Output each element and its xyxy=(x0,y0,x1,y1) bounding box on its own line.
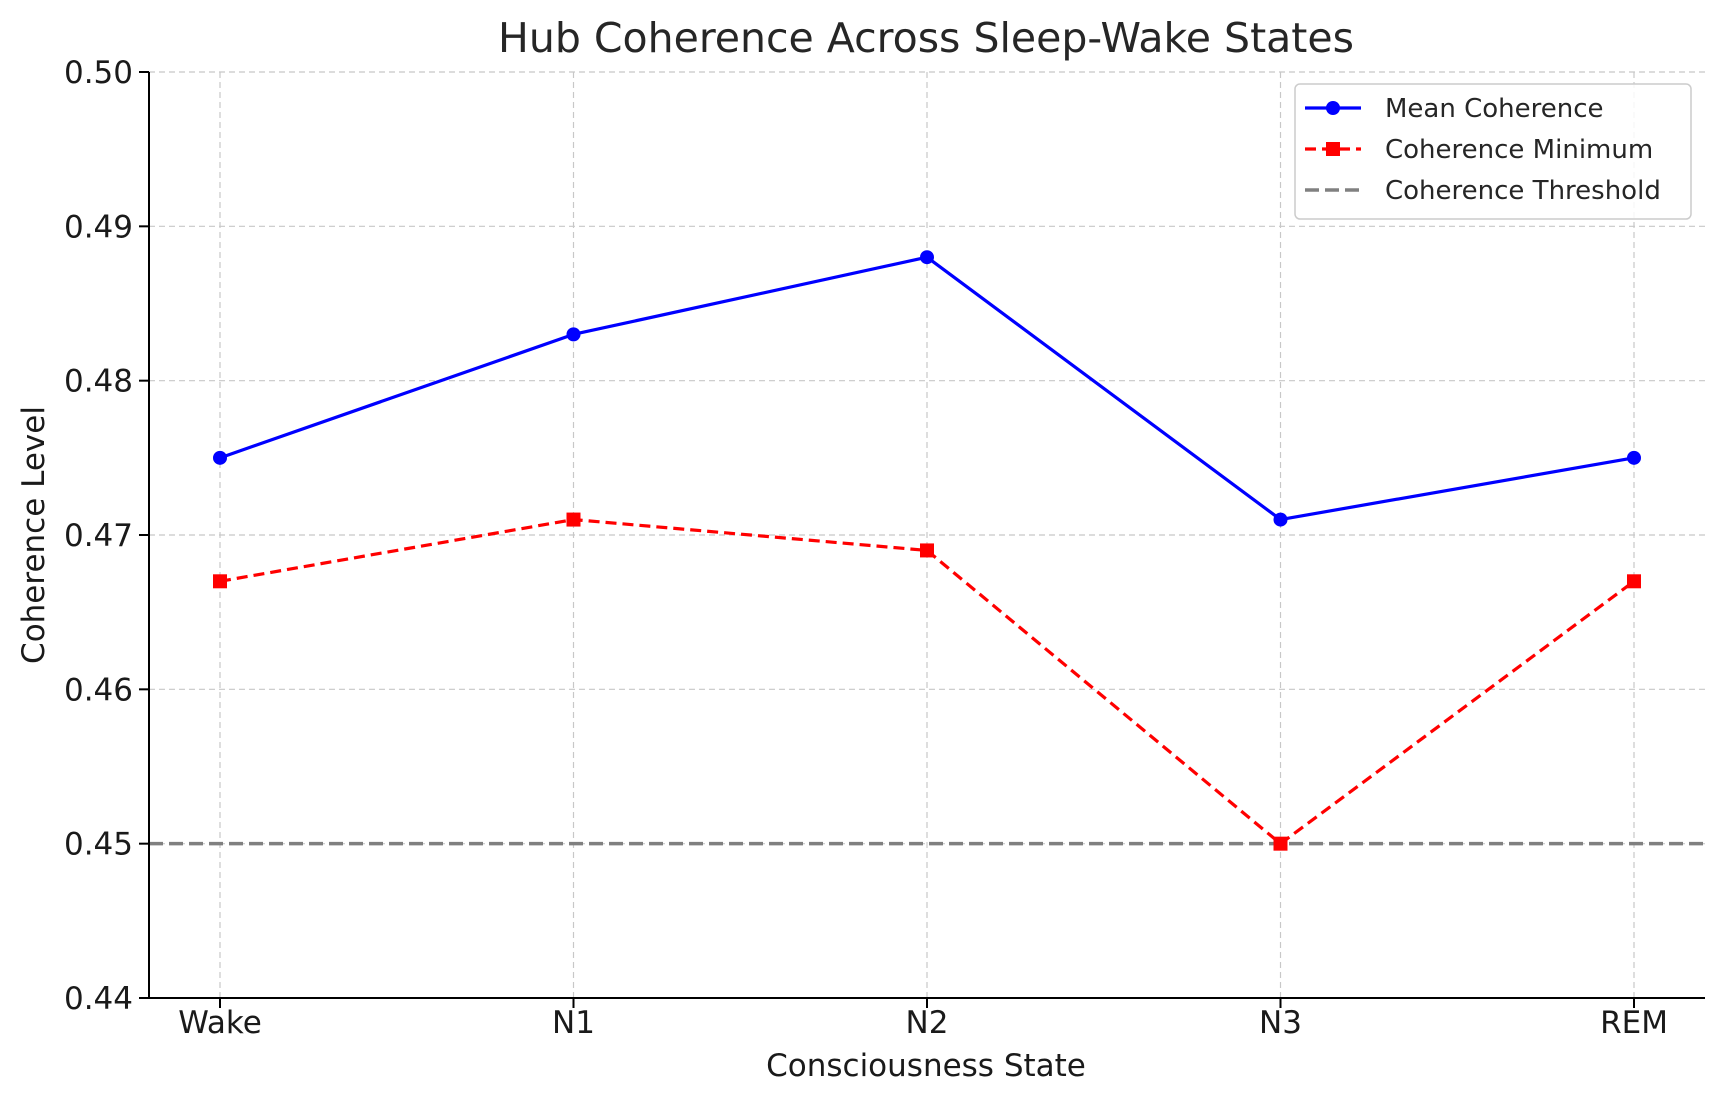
legend-label: Mean Coherence xyxy=(1385,94,1604,124)
x-axis-label: Consciousness State xyxy=(766,1048,1086,1084)
data-point xyxy=(920,543,934,558)
legend-box xyxy=(1294,83,1692,220)
x-tick-label-n2: N2 xyxy=(906,1005,949,1041)
series-line-coherence-minimum xyxy=(219,517,1635,846)
x-tick-label-n1: N1 xyxy=(552,1005,595,1041)
data-point xyxy=(213,574,227,589)
data-point xyxy=(1627,574,1641,589)
legend-entry-coherence-minimum: Coherence Minimum xyxy=(1305,135,1653,165)
x-tick-label-rem: REM xyxy=(1600,1005,1668,1041)
y-tick-label: 0.45 xyxy=(64,827,133,863)
data-point xyxy=(1273,512,1288,527)
data-point xyxy=(566,327,581,342)
legend-entries: Mean Coherence Coherence Minimum Coherence… xyxy=(1305,94,1661,206)
chart-title: Hub Coherence Across Sleep-Wake States xyxy=(498,14,1354,62)
y-tick-label: 0.49 xyxy=(64,209,133,245)
series-coherence-minimum xyxy=(213,512,1641,851)
y-tick-label: 0.50 xyxy=(64,55,133,91)
legend-marker xyxy=(1326,142,1340,156)
x-tick-label-wake: Wake xyxy=(178,1005,262,1041)
legend-entry-mean-coherence: Mean Coherence xyxy=(1305,94,1604,124)
legend-marker xyxy=(1326,101,1340,115)
legend-label: Coherence Threshold xyxy=(1385,176,1661,206)
x-tick-layer: Wake N1 N2 N3 REM xyxy=(178,998,1668,1041)
y-tick-label: 0.44 xyxy=(64,981,133,1017)
legend-label: Coherence Minimum xyxy=(1385,135,1653,165)
data-point xyxy=(566,512,581,527)
data-point xyxy=(1627,450,1641,465)
y-tick-label: 0.47 xyxy=(64,518,133,554)
data-point xyxy=(213,450,227,465)
legend: Mean Coherence Coherence Minimum Coherence… xyxy=(1294,83,1692,220)
legend-entry-coherence-threshold: Coherence Threshold xyxy=(1305,176,1661,206)
series-mean-coherence xyxy=(213,250,1641,527)
x-tick-label-n3: N3 xyxy=(1259,1005,1302,1041)
data-point xyxy=(920,250,934,265)
series-layer xyxy=(213,250,1641,851)
y-tick-layer: 0.44 0.45 0.46 0.47 0.48 0.49 0.50 xyxy=(64,55,149,1017)
y-tick-label: 0.48 xyxy=(64,364,133,400)
y-axis-label: Coherence Level xyxy=(16,406,52,664)
y-tick-label: 0.46 xyxy=(64,672,133,708)
data-point xyxy=(1273,836,1288,851)
